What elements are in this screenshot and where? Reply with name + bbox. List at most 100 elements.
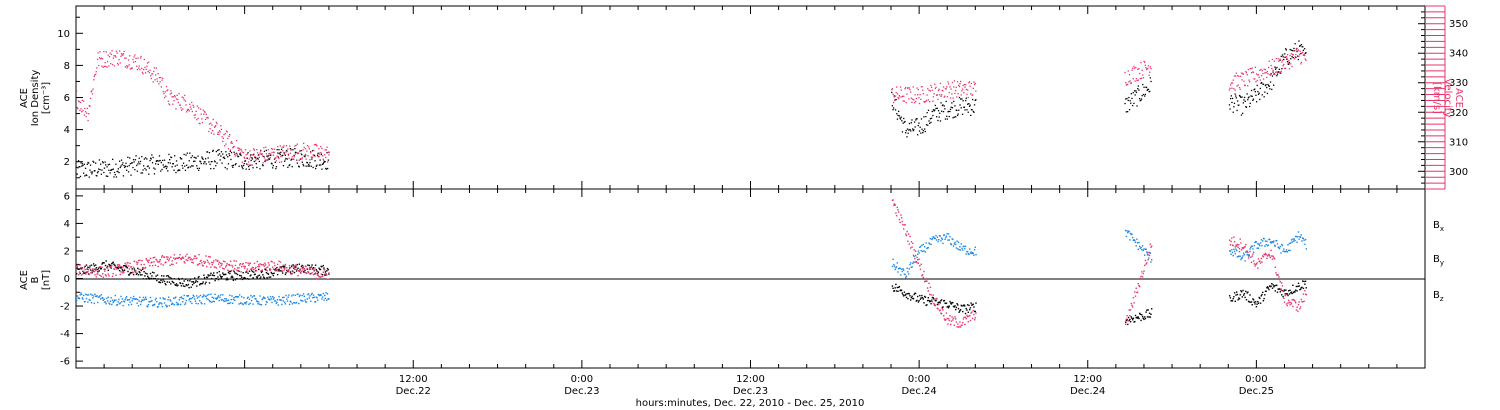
point	[264, 297, 266, 299]
point	[1276, 75, 1278, 77]
point	[76, 299, 78, 302]
point	[972, 94, 974, 96]
point	[324, 297, 327, 300]
point	[173, 169, 175, 171]
point	[152, 81, 154, 83]
point	[973, 306, 975, 308]
point	[1272, 284, 1274, 286]
point	[1261, 82, 1263, 84]
point	[1242, 255, 1244, 257]
point	[932, 114, 934, 117]
point	[962, 84, 964, 87]
point	[908, 87, 911, 89]
x-tick-time: 0:00	[908, 374, 930, 385]
point	[303, 295, 305, 298]
point	[961, 247, 963, 249]
point	[1302, 293, 1305, 295]
point	[975, 302, 977, 304]
point	[133, 268, 135, 270]
point	[229, 154, 231, 157]
point	[203, 163, 205, 165]
point	[1239, 95, 1241, 97]
point	[250, 299, 253, 302]
point	[915, 119, 917, 121]
point	[254, 267, 256, 270]
point	[231, 264, 233, 267]
point	[898, 110, 900, 112]
point	[931, 238, 933, 241]
point	[182, 257, 185, 259]
point	[921, 294, 923, 297]
point	[214, 279, 216, 282]
point	[945, 319, 947, 321]
point	[1289, 249, 1291, 252]
point	[1294, 239, 1296, 242]
point	[307, 165, 309, 167]
point	[894, 268, 896, 271]
point	[914, 257, 916, 260]
point	[321, 273, 324, 276]
point	[272, 167, 274, 169]
point	[321, 168, 323, 170]
point	[959, 326, 962, 328]
point	[1127, 70, 1129, 72]
point	[287, 153, 290, 155]
point	[291, 158, 293, 160]
point	[275, 302, 277, 305]
point	[937, 308, 939, 310]
point	[963, 92, 965, 94]
point	[1251, 304, 1253, 306]
point	[1138, 317, 1140, 320]
point	[1149, 316, 1151, 318]
point	[928, 299, 930, 302]
point	[1296, 290, 1298, 292]
point	[907, 87, 909, 89]
point	[139, 163, 141, 165]
point	[253, 148, 255, 150]
point	[98, 64, 100, 67]
point	[247, 152, 249, 154]
point	[1290, 53, 1292, 55]
point	[203, 274, 205, 276]
velocity-title-line3: [km/s]	[1431, 82, 1442, 114]
point	[274, 161, 276, 163]
point	[286, 150, 288, 152]
point	[1276, 274, 1278, 276]
point	[276, 266, 278, 269]
point	[314, 273, 316, 275]
point	[160, 263, 162, 265]
point	[1238, 244, 1240, 246]
point	[297, 274, 299, 277]
point	[87, 119, 89, 122]
point	[275, 160, 278, 162]
point	[213, 297, 215, 299]
point	[79, 272, 81, 275]
point	[966, 109, 968, 111]
point	[1143, 60, 1145, 62]
point	[1278, 60, 1280, 62]
point	[224, 298, 226, 300]
point	[194, 277, 196, 279]
point	[1238, 255, 1240, 257]
point	[912, 298, 915, 300]
point	[1299, 306, 1302, 308]
point	[186, 284, 188, 287]
point	[121, 298, 124, 300]
point	[1148, 257, 1150, 259]
point	[100, 267, 102, 270]
point	[258, 264, 260, 266]
point	[1290, 242, 1292, 244]
point	[239, 278, 242, 280]
point	[906, 293, 908, 295]
point	[147, 275, 149, 277]
point	[191, 165, 193, 167]
point	[263, 147, 265, 149]
point	[246, 268, 249, 270]
point	[191, 101, 193, 104]
point	[233, 145, 235, 148]
point	[1138, 68, 1140, 70]
point	[90, 171, 92, 173]
point	[960, 80, 962, 83]
point	[218, 270, 220, 273]
point	[961, 90, 963, 92]
